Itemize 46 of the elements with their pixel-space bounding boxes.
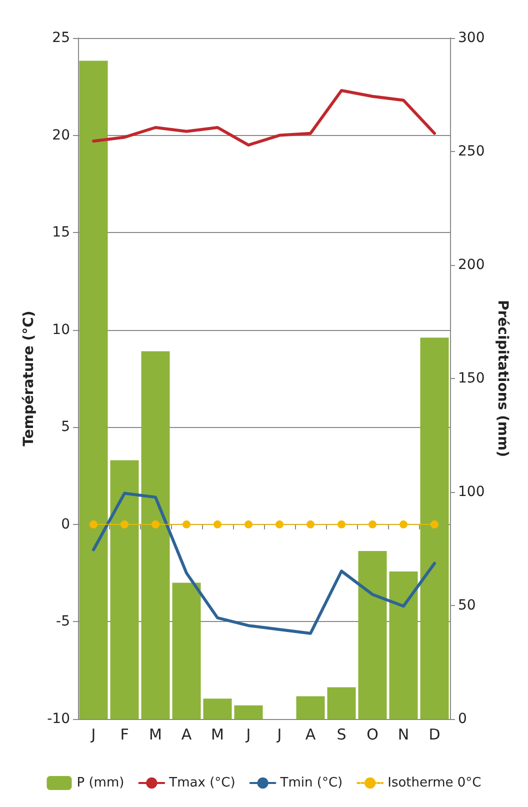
y-tick-label: 20 (52, 127, 70, 144)
line-series (92, 492, 436, 635)
bar (420, 338, 449, 719)
bar (203, 698, 232, 719)
x-tick-label: D (428, 726, 440, 744)
y2-tick-label: 200 (458, 257, 485, 273)
y-tick-label: -5 (56, 614, 70, 630)
y-axis-title: Température (°C) (21, 310, 37, 446)
bar (358, 551, 387, 719)
y2-tick-label: 150 (458, 370, 485, 386)
y-tick-label: 0 (61, 516, 70, 532)
bar (110, 460, 139, 719)
bar (296, 696, 325, 719)
x-tick-label: M (211, 726, 224, 744)
y-tick-label: 10 (52, 322, 70, 338)
x-tick-label: M (149, 726, 162, 744)
legend-label: Tmax (°C) (168, 776, 236, 790)
y-tick-label: 5 (61, 419, 70, 436)
x-tick-label: J (90, 726, 96, 744)
y-tick-label: 25 (52, 30, 70, 46)
x-tick-label: A (181, 726, 192, 744)
y2-axis-title: Précipitations (mm) (494, 300, 511, 457)
y-tick-label: 15 (52, 224, 70, 241)
bar (234, 705, 263, 719)
legend-label: Tmin (°C) (279, 776, 343, 790)
x-tick-label: N (398, 726, 410, 744)
y2-tick-label: 300 (458, 30, 485, 46)
y2-tick-label: 50 (458, 598, 476, 614)
bar (172, 582, 201, 719)
legend-label: P (mm) (76, 776, 124, 790)
y2-tick-label: 100 (458, 484, 485, 500)
x-tick-label: A (305, 726, 316, 744)
bar (389, 571, 418, 719)
y2-tick-label: 0 (458, 711, 467, 727)
y2-tick-label: 250 (458, 144, 485, 160)
bar (141, 351, 170, 719)
x-tick-label: J (245, 726, 251, 744)
bar (79, 60, 108, 719)
legend-label: Isotherme 0°C (388, 776, 482, 790)
x-tick-label: S (336, 726, 346, 744)
x-tick-label: F (120, 726, 129, 744)
line-series (92, 89, 436, 147)
x-tick-label: O (366, 726, 378, 744)
y-tick-label: -10 (47, 711, 70, 727)
bar (327, 687, 356, 719)
x-tick-label: J (276, 726, 282, 744)
